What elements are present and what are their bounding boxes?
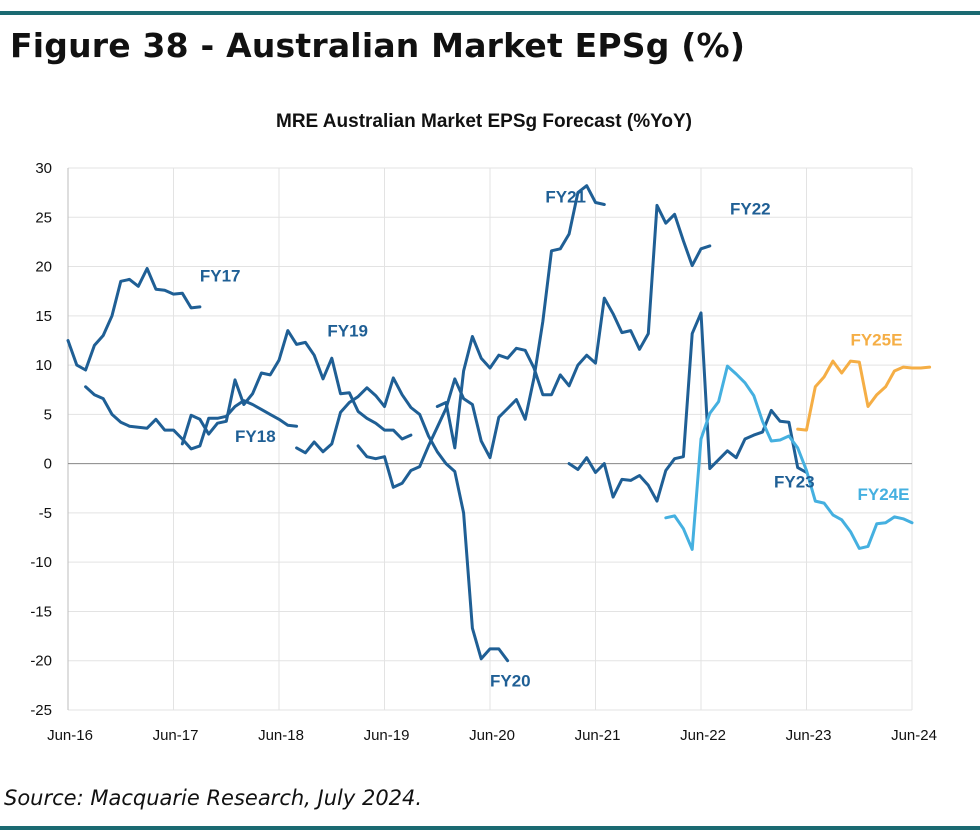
series-label-fy18: FY18 <box>235 427 276 446</box>
figure-title: Figure 38 - Australian Market EPSg (%) <box>10 26 746 65</box>
y-tick-label: -10 <box>30 554 52 571</box>
top-rule <box>0 11 980 15</box>
series-line-fy20 <box>295 376 510 663</box>
y-tick-label: -15 <box>30 603 52 620</box>
series-label-fy25e: FY25E <box>850 330 902 349</box>
series-label-fy24e: FY24E <box>857 485 909 504</box>
series-labels: FY17 FY18 FY19 FY20 FY21 FY22 FY23 FY24E FY25E <box>200 187 910 690</box>
series-line-fy24e <box>664 364 914 551</box>
bottom-rule <box>0 826 980 830</box>
series-label-fy23: FY23 <box>774 472 815 491</box>
x-tick-label: Jun-23 <box>786 727 832 744</box>
x-tick-label: Jun-22 <box>680 727 726 744</box>
x-tick-label: Jun-20 <box>469 727 515 744</box>
chart-axes: 30 25 20 15 10 5 0 -5 -10 -15 -20 -25 Jun-16 Jun-17 Ju… <box>30 160 937 744</box>
series-line-fy19 <box>180 329 413 446</box>
x-tick-label: Jun-21 <box>575 727 621 744</box>
series-line-fy17 <box>66 267 202 372</box>
series-label-fy17: FY17 <box>200 266 241 285</box>
series-line-fy22 <box>435 203 712 450</box>
x-tick-label: Jun-19 <box>364 727 410 744</box>
series-label-fy20: FY20 <box>490 671 531 690</box>
series-line-fy18 <box>84 385 299 451</box>
series-line-fy23 <box>567 311 808 503</box>
series-line-fy25e <box>796 359 932 432</box>
y-tick-label: 25 <box>35 209 52 226</box>
series-label-fy19: FY19 <box>327 322 368 341</box>
x-tick-label: Jun-17 <box>153 727 199 744</box>
y-tick-label: 20 <box>35 259 52 276</box>
source-note: Source: Macquarie Research, July 2024. <box>4 786 423 810</box>
chart-title: MRE Australian Market EPSg Forecast (%Yo… <box>276 111 692 132</box>
y-tick-label: 10 <box>35 357 52 374</box>
y-tick-label: -5 <box>39 505 52 522</box>
series-label-fy21: FY21 <box>545 187 586 206</box>
y-tick-label: -20 <box>30 653 52 670</box>
y-tick-label: 5 <box>44 406 52 423</box>
series-label-fy22: FY22 <box>730 199 771 218</box>
x-tick-label: Jun-16 <box>47 727 93 744</box>
x-tick-label: Jun-24 <box>891 727 937 744</box>
y-tick-label: 0 <box>44 456 52 473</box>
y-tick-label: -25 <box>30 702 52 719</box>
eps-growth-chart: MRE Australian Market EPSg Forecast (%Yo… <box>30 111 937 744</box>
series-line-fy21 <box>356 184 606 489</box>
x-tick-label: Jun-18 <box>258 727 304 744</box>
chart-series <box>66 184 932 663</box>
y-tick-label: 30 <box>35 160 52 177</box>
y-tick-label: 15 <box>35 308 52 325</box>
